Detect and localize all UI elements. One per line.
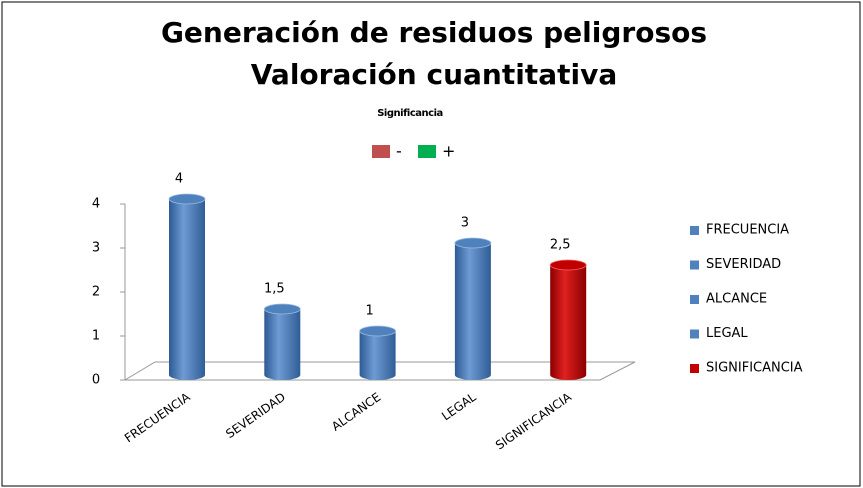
bar bbox=[168, 193, 206, 380]
value-label: 3 bbox=[461, 216, 469, 231]
legend-swatch bbox=[690, 329, 699, 339]
scale-swatch bbox=[372, 145, 390, 158]
bar bbox=[263, 303, 301, 380]
value-label: 4 bbox=[175, 172, 183, 187]
bar bbox=[549, 259, 587, 380]
value-label: 1,5 bbox=[264, 282, 285, 297]
legend-swatch bbox=[690, 226, 699, 235]
scale-label: - bbox=[396, 142, 402, 161]
bar bbox=[454, 237, 492, 380]
legend-swatch bbox=[690, 260, 699, 270]
annotation: Significancia bbox=[377, 108, 443, 119]
y-tick-label: 4 bbox=[92, 197, 100, 212]
y-tick-label: 0 bbox=[92, 373, 100, 388]
value-label: 1 bbox=[365, 304, 373, 319]
bar bbox=[359, 325, 397, 380]
y-tick-label: 2 bbox=[92, 285, 100, 300]
legend-swatch bbox=[690, 295, 699, 304]
scale-swatch bbox=[418, 145, 436, 158]
legend-label: ALCANCE bbox=[706, 292, 767, 307]
y-tick-label: 3 bbox=[92, 241, 100, 256]
legend-label: FRECUENCIA bbox=[706, 223, 789, 238]
y-tick-label: 1 bbox=[92, 329, 100, 344]
scale-label: + bbox=[442, 142, 455, 161]
chart-subtitle: Valoración cuantitativa bbox=[251, 58, 617, 91]
legend-label: LEGAL bbox=[706, 326, 748, 341]
legend-label: SEVERIDAD bbox=[706, 257, 781, 272]
legend-label: SIGNIFICANCIA bbox=[706, 361, 803, 376]
value-label: 2,5 bbox=[550, 238, 571, 253]
chart-title: Generación de residuos peligrosos bbox=[161, 16, 707, 49]
legend-swatch bbox=[690, 364, 699, 373]
